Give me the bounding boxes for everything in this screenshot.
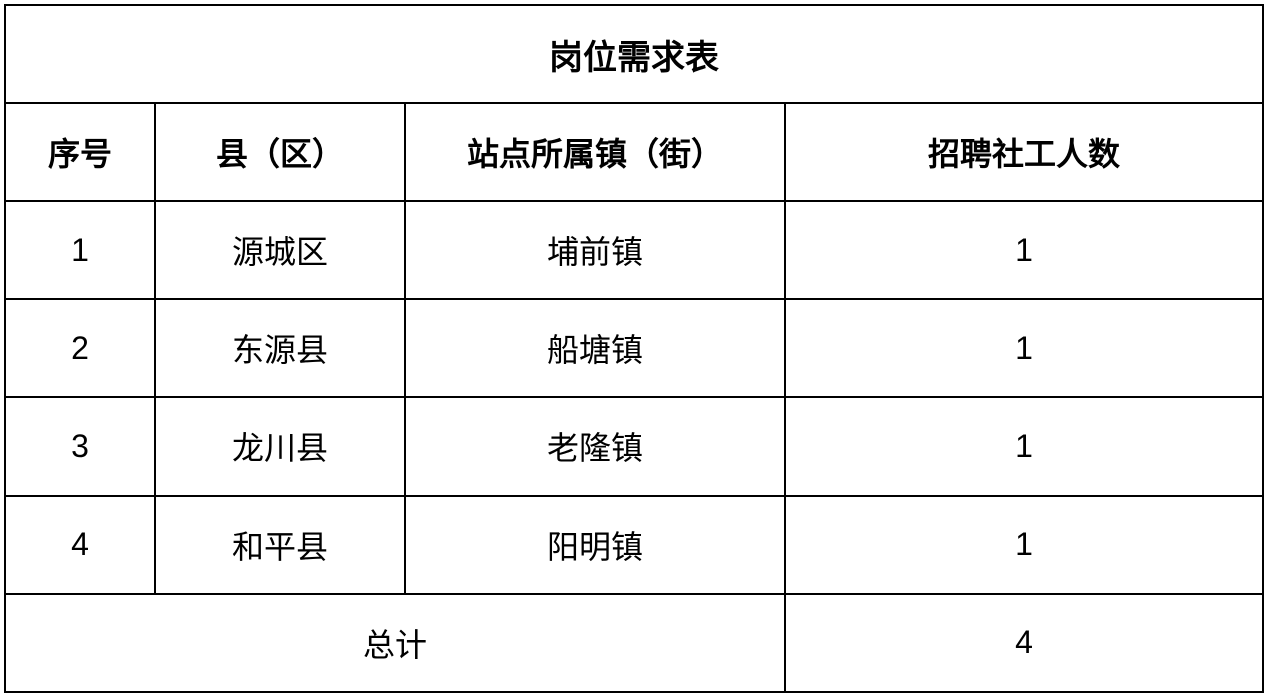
cell-town: 埔前镇 <box>405 201 785 299</box>
table-title-row: 岗位需求表 <box>5 5 1263 103</box>
cell-seq: 1 <box>5 201 155 299</box>
table-row: 3 龙川县 老隆镇 1 <box>5 397 1263 495</box>
cell-count: 1 <box>785 299 1263 397</box>
header-seq: 序号 <box>5 103 155 201</box>
table-title: 岗位需求表 <box>5 5 1263 103</box>
table-row: 4 和平县 阳明镇 1 <box>5 496 1263 594</box>
cell-town: 阳明镇 <box>405 496 785 594</box>
cell-town: 老隆镇 <box>405 397 785 495</box>
cell-count: 1 <box>785 397 1263 495</box>
table-row: 2 东源县 船塘镇 1 <box>5 299 1263 397</box>
job-demand-table: 岗位需求表 序号 县（区） 站点所属镇（街） 招聘社工人数 1 源城区 埔前镇 … <box>4 4 1264 693</box>
header-district: 县（区） <box>155 103 405 201</box>
cell-seq: 4 <box>5 496 155 594</box>
cell-count: 1 <box>785 496 1263 594</box>
table-row: 1 源城区 埔前镇 1 <box>5 201 1263 299</box>
header-count: 招聘社工人数 <box>785 103 1263 201</box>
cell-district: 东源县 <box>155 299 405 397</box>
cell-district: 源城区 <box>155 201 405 299</box>
cell-town: 船塘镇 <box>405 299 785 397</box>
cell-seq: 3 <box>5 397 155 495</box>
total-label: 总计 <box>5 594 785 692</box>
total-value: 4 <box>785 594 1263 692</box>
cell-count: 1 <box>785 201 1263 299</box>
cell-district: 龙川县 <box>155 397 405 495</box>
cell-district: 和平县 <box>155 496 405 594</box>
cell-seq: 2 <box>5 299 155 397</box>
header-town: 站点所属镇（街） <box>405 103 785 201</box>
table-header-row: 序号 县（区） 站点所属镇（街） 招聘社工人数 <box>5 103 1263 201</box>
table-total-row: 总计 4 <box>5 594 1263 692</box>
